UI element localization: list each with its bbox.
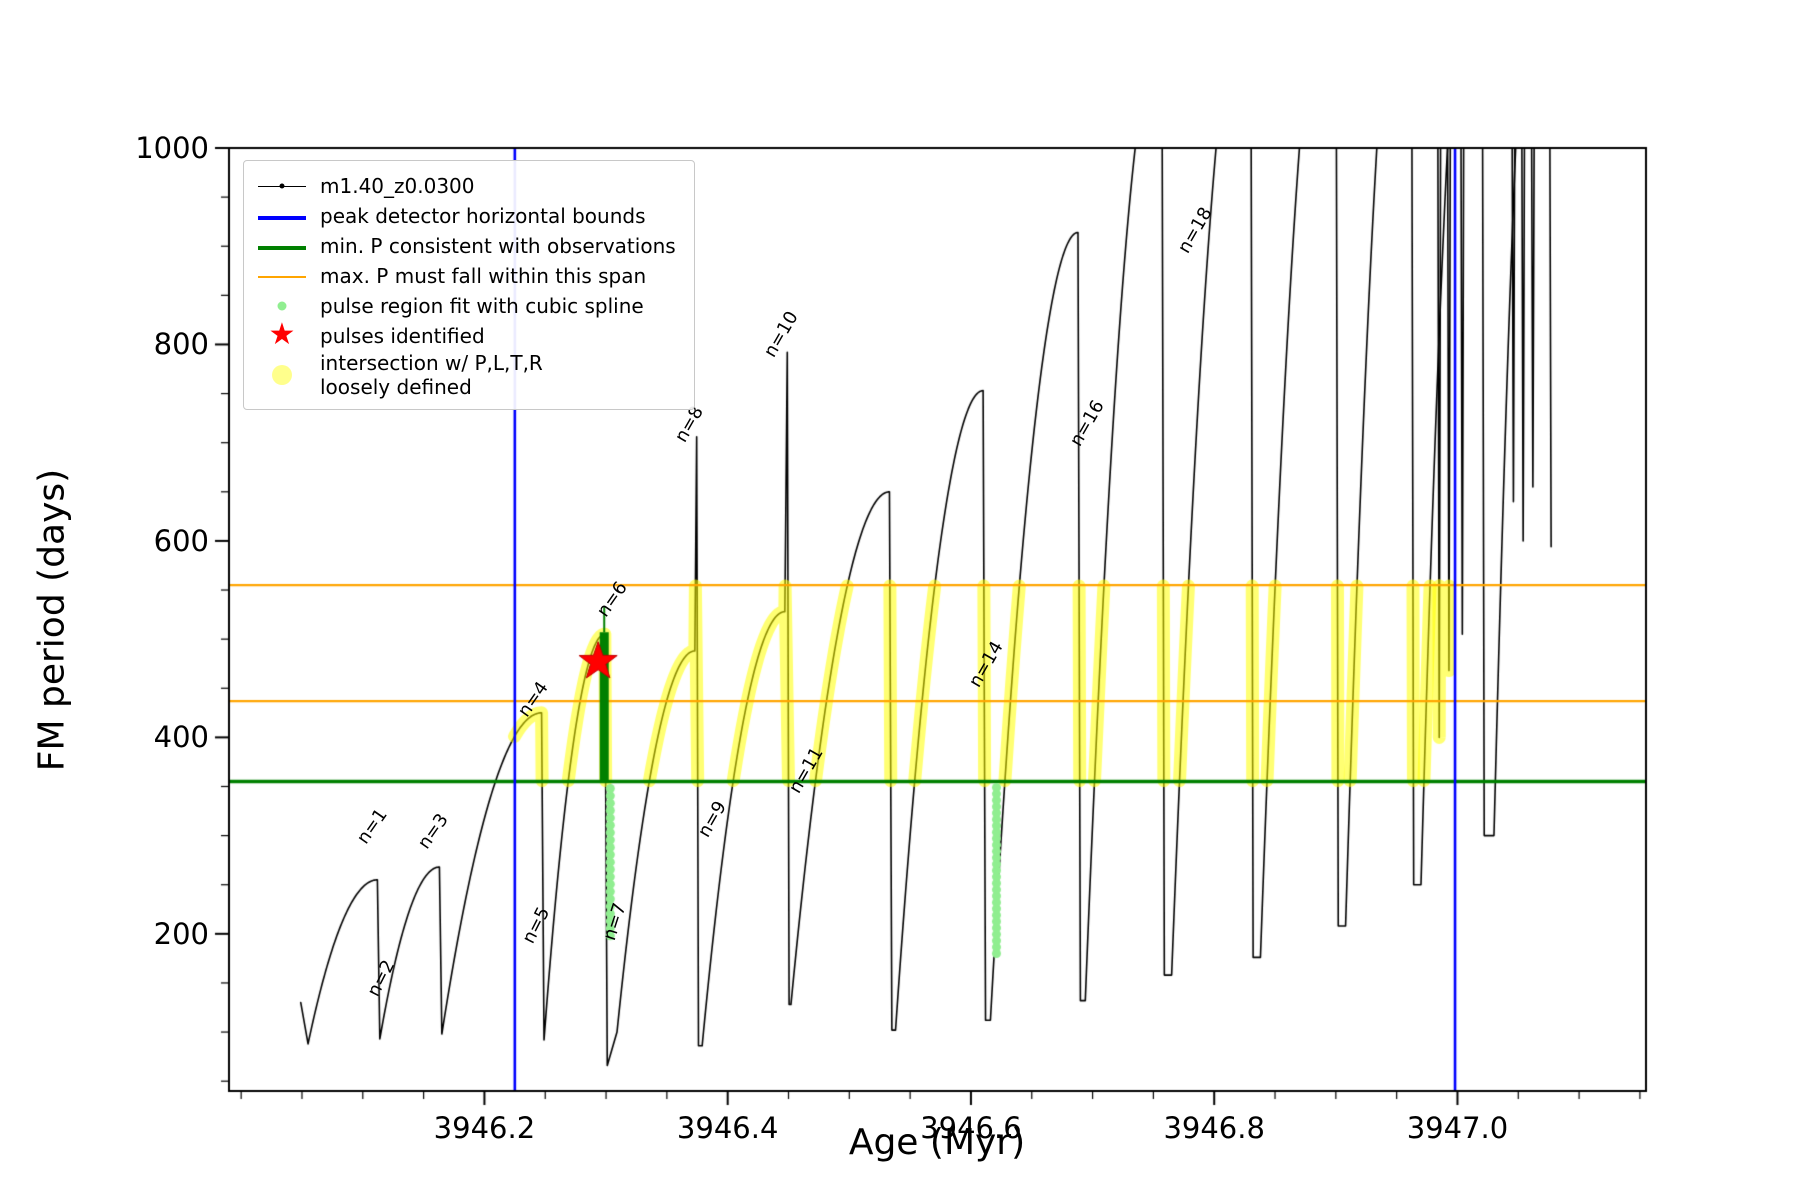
green-line-icon	[256, 233, 308, 259]
black-line-dot-icon	[256, 173, 308, 199]
legend-entry-series: m1.40_z0.0300	[256, 171, 676, 201]
y-axis-label: FM period (days)	[31, 468, 73, 772]
legend-label: pulse region fit with cubic spline	[320, 294, 644, 318]
x-axis-label: Age (Myr)	[848, 1122, 1026, 1163]
legend-label: intersection w/ P,L,T,R loosely defined	[320, 351, 543, 399]
blue-line-icon	[256, 203, 308, 229]
legend-entry-max-p: max. P must fall within this span	[256, 261, 676, 291]
yellow-dot-icon	[256, 362, 308, 388]
legend-entry-peak-bounds: peak detector horizontal bounds	[256, 201, 676, 231]
legend-entry-spline: pulse region fit with cubic spline	[256, 291, 676, 321]
legend-label: peak detector horizontal bounds	[320, 204, 646, 228]
lightgreen-dot-icon	[256, 293, 308, 319]
red-star-icon: ★	[268, 316, 296, 352]
legend-entry-intersection: intersection w/ P,L,T,R loosely defined	[256, 351, 676, 399]
legend-entry-pulses: ★ pulses identified	[256, 316, 676, 352]
legend-label: min. P consistent with observations	[320, 234, 676, 258]
legend-entry-min-p: min. P consistent with observations	[256, 231, 676, 261]
orange-line-icon	[256, 263, 308, 289]
legend-label: pulses identified	[320, 324, 485, 348]
legend-label: max. P must fall within this span	[320, 264, 647, 288]
legend-label: m1.40_z0.0300	[320, 174, 475, 198]
legend: m1.40_z0.0300 peak detector horizontal b…	[243, 160, 695, 410]
